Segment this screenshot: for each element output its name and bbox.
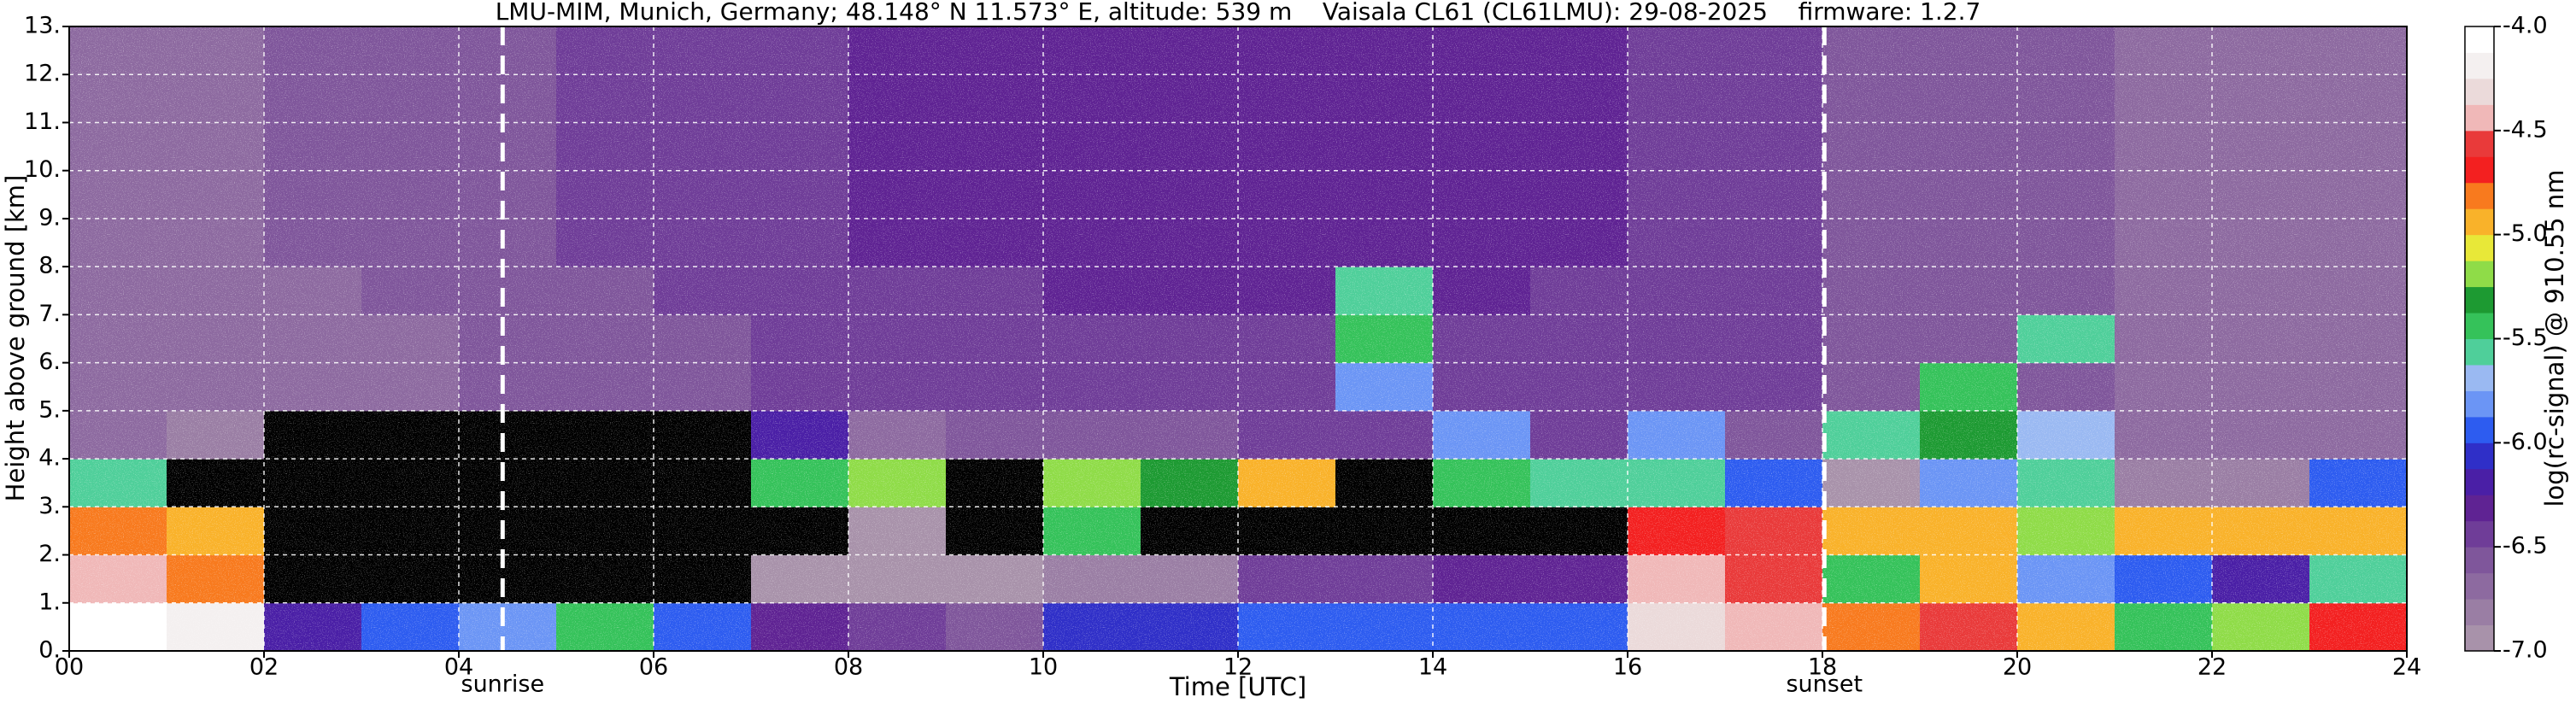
x-axis-label: Time [UTC] [1169,672,1306,701]
colorbar-segment [2465,182,2494,209]
colorbar-segment [2465,234,2494,261]
colorbar-segment [2465,130,2494,157]
colorbar-segment [2465,313,2494,339]
y-tick-label: 12. [24,61,61,87]
y-axis-label: Height above ground [km] [1,175,30,502]
colorbar-segment [2465,416,2494,443]
colorbar-segment [2465,52,2494,79]
colorbar-segment [2465,520,2494,548]
x-tick-label: 20 [2003,654,2032,681]
colorbar-segment [2465,78,2494,105]
x-tick-label: 24 [2392,654,2421,681]
colorbar-segment [2465,338,2494,366]
annotation-label: sunset [1786,671,1863,698]
colorbar-tick-label: -6.5 [2503,533,2548,560]
y-tick-label: 1. [38,589,61,615]
x-tick-label: 18 [1808,654,1837,681]
colorbar-segment [2465,495,2494,522]
colorbar-segment [2465,624,2494,652]
plot-frame [68,26,2408,652]
x-tick-label: 10 [1029,654,1058,681]
colorbar-segment [2465,364,2494,391]
annotation-label: sunrise [461,671,545,698]
y-tick-label: 7. [38,301,61,327]
x-tick-label: 02 [249,654,279,681]
x-tick-label: 12 [1223,654,1253,681]
x-tick-label: 22 [2198,654,2227,681]
colorbar-tick-label: -4.0 [2503,13,2548,39]
colorbar-tick-label: -5.0 [2503,220,2548,247]
colorbar-tick-label: -4.5 [2503,116,2548,143]
colorbar-tick-label: -6.0 [2503,429,2548,455]
y-tick-label: 5. [38,396,61,423]
y-tick-label: 11. [24,108,61,135]
colorbar-segment [2465,599,2494,626]
colorbar-segment [2465,104,2494,132]
colorbar-segment [2465,208,2494,236]
chart-title: LMU-MIM, Munich, Germany; 48.148° N 11.5… [496,0,1981,26]
colorbar-segment [2465,286,2494,313]
x-tick-label: 14 [1418,654,1447,681]
y-tick-label: 4. [38,445,61,472]
colorbar-tick-label: -5.5 [2503,325,2548,351]
colorbar-segment [2465,390,2494,418]
y-tick-label: 10. [24,156,61,183]
x-tick-label: 00 [55,654,84,681]
colorbar-segment [2465,26,2494,53]
colorbar-label: log(rc-signal) @ 910.55 nm [2540,169,2569,507]
y-tick-label: 8. [38,253,61,279]
y-tick-label: 13. [24,13,61,39]
x-tick-label: 04 [444,654,473,681]
colorbar-segment [2465,547,2494,574]
colorbar-segment [2465,442,2494,470]
x-tick-label: 06 [639,654,668,681]
y-tick-label: 3. [38,493,61,519]
x-tick-label: 08 [834,654,863,681]
colorbar-segment [2465,572,2494,600]
y-tick-label: 9. [38,204,61,231]
colorbar-segment [2465,156,2494,184]
colorbar-tick-label: -7.0 [2503,637,2548,664]
y-tick-label: 2. [38,541,61,567]
colorbar-segment [2465,468,2494,495]
y-tick-label: 0. [38,637,61,664]
y-tick-label: 6. [38,349,61,375]
x-tick-label: 16 [1613,654,1642,681]
colorbar-segment [2465,261,2494,288]
